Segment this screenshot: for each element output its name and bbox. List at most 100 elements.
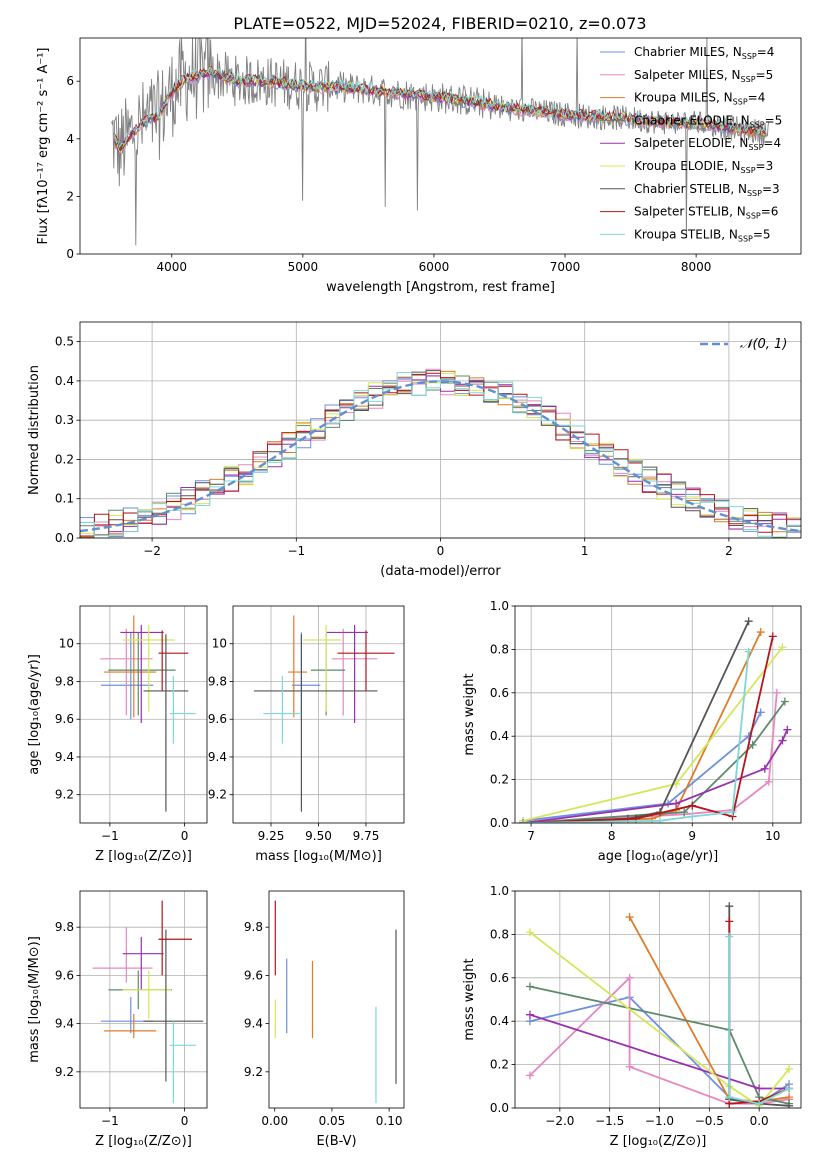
series-marker-kroupa-elodie bbox=[525, 928, 534, 937]
x-tick-label: 9.50 bbox=[305, 829, 332, 843]
x-axis-label: (data-model)/error bbox=[380, 564, 501, 579]
x-axis-label: age [log₁₀(age/yr)] bbox=[598, 849, 719, 864]
spectrum-model-kroupa-stelib bbox=[113, 67, 766, 148]
series-marker-kroupa-stelib bbox=[725, 1093, 734, 1102]
legend-label-chabrier-elodie: Chabrier ELODIE, NSSP=5 bbox=[634, 113, 782, 129]
series-marker-chabrier-elodie bbox=[525, 982, 534, 991]
x-tick-label: −1 bbox=[101, 1114, 119, 1128]
x-axis-label: E(B-V) bbox=[316, 1134, 356, 1149]
x-axis-label: Z [log₁₀(Z/Z⊙)] bbox=[610, 1134, 707, 1149]
spectrum-model-kroupa-elodie bbox=[113, 67, 766, 153]
panel-mass-vs-EBV: 0.00 0.05 0.10 9.2 9.4 9.6 9.8 E(B-V) bbox=[244, 890, 405, 1149]
plot-area bbox=[525, 902, 794, 1108]
x-tick-label: −1 bbox=[101, 829, 119, 843]
series-marker-salpeter-elodie bbox=[783, 725, 792, 734]
y-tick-label: 9.6 bbox=[244, 968, 263, 982]
legend-label-kroupa-elodie: Kroupa ELODIE, NSSP=3 bbox=[634, 159, 773, 175]
plot-area bbox=[519, 617, 792, 823]
series-marker-chabrier-elodie bbox=[748, 740, 757, 749]
series-marker-kroupa-elodie bbox=[785, 1064, 794, 1073]
y-tick-label: 0.0 bbox=[55, 531, 74, 545]
series-marker-kroupa-miles bbox=[625, 913, 634, 922]
panel-age-vs-Z: −1 0 9.2 9.4 9.6 9.8 10 Z [log₁₀(Z/Z⊙)] age [log… bbox=[27, 605, 208, 864]
y-tick-label: 10 bbox=[59, 637, 74, 651]
y-tick-label: 9.8 bbox=[208, 674, 227, 688]
panel-residuals: −2 −1 0 1 2 0.0 0.1 0.2 0.3 0.4 0.5 (data-model)/er… bbox=[27, 321, 802, 579]
series-marker-salpeter-miles bbox=[764, 777, 773, 786]
x-tick-label: 1 bbox=[581, 544, 589, 558]
x-tick-label: 0 bbox=[181, 829, 189, 843]
y-tick-label: 2 bbox=[66, 189, 74, 203]
x-tick-label: 8000 bbox=[681, 260, 712, 274]
series-marker-salpeter-elodie bbox=[525, 1010, 534, 1019]
y-tick-label: 1.0 bbox=[490, 599, 509, 613]
y-tick-label: 6 bbox=[66, 74, 74, 88]
axes: −1 0 9.2 9.4 9.6 9.8 Z [log₁₀(Z/Z⊙)] mass [log₁… bbox=[27, 890, 208, 1149]
series-line-salpeter-stelib bbox=[523, 636, 774, 823]
y-tick-label: 0.0 bbox=[490, 1101, 509, 1115]
series-marker-kroupa-stelib bbox=[725, 932, 734, 941]
y-axis-label: mass weight bbox=[462, 673, 477, 755]
y-tick-label: 9.2 bbox=[55, 788, 74, 802]
series-marker-salpeter-miles bbox=[625, 1062, 634, 1071]
series-marker-chabrier-elodie bbox=[780, 697, 789, 706]
grid bbox=[80, 891, 207, 1108]
legend-label-gaussian: 𝒩(0, 1) bbox=[740, 337, 787, 352]
axes: 0.00 0.05 0.10 9.2 9.4 9.6 9.8 E(B-V) bbox=[244, 890, 405, 1149]
series-line-kroupa-stelib bbox=[523, 651, 750, 823]
series-marker-chabrier-miles bbox=[756, 708, 765, 717]
legend-label-kroupa-miles: Kroupa MILES, NSSP=4 bbox=[634, 91, 765, 107]
grid bbox=[233, 606, 404, 823]
y-tick-label: 0.5 bbox=[55, 335, 74, 349]
y-tick-label: 0.0 bbox=[490, 816, 509, 830]
y-axis-label: mass weight bbox=[462, 958, 477, 1040]
series-marker-kroupa-stelib bbox=[755, 1099, 764, 1108]
x-tick-label: −1 bbox=[287, 544, 305, 558]
plot-area bbox=[92, 900, 204, 1104]
series-marker-kroupa-stelib bbox=[519, 819, 528, 823]
y-tick-label: 0.4 bbox=[490, 1014, 509, 1028]
histogram-kroupa-stelib bbox=[80, 372, 801, 538]
y-tick-label: 0 bbox=[66, 247, 74, 261]
y-tick-label: 0.3 bbox=[55, 413, 74, 427]
series-marker-salpeter-stelib bbox=[725, 917, 734, 926]
y-tick-label: 9.4 bbox=[244, 1017, 263, 1031]
grid bbox=[515, 890, 801, 1109]
y-tick-label: 9.4 bbox=[55, 1017, 74, 1031]
x-tick-label: 10 bbox=[765, 829, 780, 843]
axes-frame bbox=[79, 890, 208, 1109]
x-tick-label: 0 bbox=[181, 1114, 189, 1128]
x-tick-label: 7000 bbox=[550, 260, 581, 274]
series-marker-kroupa-stelib bbox=[656, 816, 665, 823]
series-marker-kroupa-stelib bbox=[744, 647, 753, 656]
legend-label-salpeter-elodie: Salpeter ELODIE, NSSP=4 bbox=[634, 136, 781, 152]
x-tick-label: 0 bbox=[437, 544, 445, 558]
series-marker-salpeter-elodie bbox=[755, 1084, 764, 1093]
series-marker-chabrier-stelib bbox=[744, 617, 753, 626]
x-tick-label: 4000 bbox=[156, 260, 187, 274]
legend-label-kroupa-stelib: Kroupa STELIB, NSSP=5 bbox=[634, 227, 771, 243]
y-tick-label: 9.6 bbox=[55, 712, 74, 726]
axes: −2.0 −1.5 −1.0 −0.5 0.0 0.0 0.2 0.4 0.6 0.8 1.0 Z [… bbox=[462, 884, 802, 1149]
legend-label-chabrier-miles: Chabrier MILES, NSSP=4 bbox=[634, 45, 774, 61]
series-marker-salpeter-miles bbox=[772, 688, 781, 697]
y-tick-label: 9.6 bbox=[208, 712, 227, 726]
x-axis-label: mass [log₁₀(M/M⊙)] bbox=[255, 849, 382, 864]
axes: 9.25 9.50 9.75 9.2 9.4 9.6 9.8 10 mass [log₁₀(M/… bbox=[208, 605, 405, 864]
gaussian-curve bbox=[80, 380, 801, 533]
series-marker-salpeter-stelib bbox=[768, 632, 777, 641]
series-marker-chabrier-stelib bbox=[785, 1101, 794, 1108]
plot-area bbox=[100, 615, 196, 812]
series-marker-kroupa-miles bbox=[756, 628, 765, 637]
panel-mass-weight-vs-age: 7 8 9 10 0.0 0.2 0.4 0.6 0.8 1.0 age [log₁₀(age/yr… bbox=[462, 599, 802, 864]
y-tick-label: 9.8 bbox=[55, 920, 74, 934]
figure-title: PLATE=0522, MJD=52024, FIBERID=0210, z=0… bbox=[233, 14, 646, 33]
axes: 4000 5000 6000 7000 8000 0 2 4 6 wavelength [Angs… bbox=[36, 37, 802, 295]
series-marker-salpeter-miles bbox=[625, 973, 634, 982]
series-line-salpeter-miles bbox=[529, 975, 790, 1105]
x-tick-label: 0.00 bbox=[261, 1114, 288, 1128]
y-tick-label: 0.6 bbox=[490, 971, 509, 985]
y-tick-label: 9.4 bbox=[55, 750, 74, 764]
axes-frame bbox=[232, 605, 405, 824]
